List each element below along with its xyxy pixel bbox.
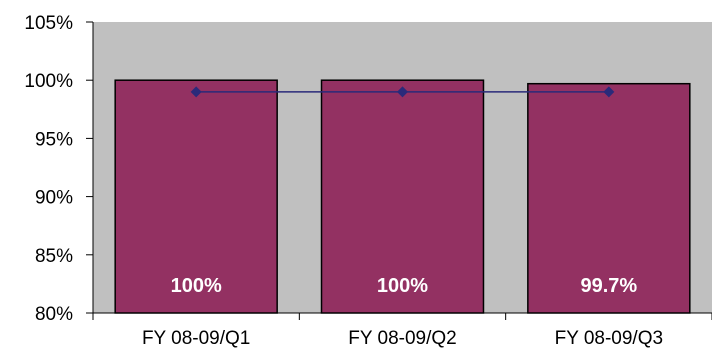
bars: [114, 79, 691, 314]
bar: [320, 79, 485, 314]
bar-labels: 100% 100% 99.7%: [171, 275, 638, 297]
x-tick-label: FY 08-09/Q1: [142, 328, 250, 349]
line-point-marker: [190, 86, 202, 98]
line-point-marker: [397, 86, 408, 98]
bar-data-label: 100%: [377, 275, 428, 297]
x-tick-label: FY 08-09/Q3: [555, 328, 663, 349]
y-tick-label: 95%: [35, 129, 73, 150]
target-line-series: [190, 86, 615, 98]
y-tick-label: 105%: [24, 13, 73, 34]
x-tick-label: FY 08-09/Q2: [348, 328, 456, 349]
y-tick-label: 85%: [35, 246, 73, 267]
bar: [527, 82, 691, 314]
bar-data-label: 100%: [171, 275, 222, 297]
bar-data-label: 99.7%: [580, 275, 637, 297]
y-tick-label: 100%: [24, 71, 73, 92]
x-axis-ticks: FY 08-09/Q1 FY 08-09/Q2 FY 08-09/Q3: [92, 313, 712, 349]
bar: [114, 79, 278, 314]
y-tick-label: 90%: [35, 188, 73, 209]
y-tick-label: 80%: [35, 304, 73, 325]
line-point-marker: [603, 86, 615, 98]
y-axis-ticks: 80% 85% 90% 95% 100% 105%: [24, 13, 93, 325]
